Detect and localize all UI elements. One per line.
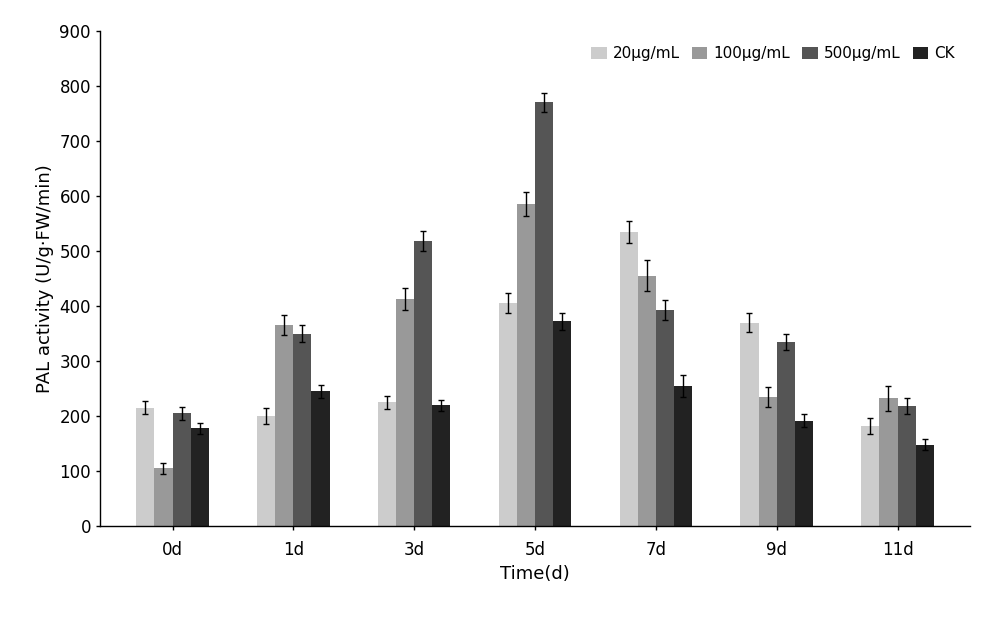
Bar (414, 241, 432, 526)
Bar (777, 342, 795, 526)
Bar (656, 310, 674, 526)
Bar (759, 397, 777, 526)
Bar (861, 426, 879, 526)
Bar (378, 402, 396, 526)
Bar (916, 444, 934, 526)
Bar (638, 276, 656, 526)
Bar (257, 416, 275, 526)
Bar (898, 406, 916, 526)
Bar (499, 303, 517, 526)
Bar (879, 399, 898, 526)
Bar (173, 413, 191, 526)
Bar (154, 469, 173, 526)
X-axis label: Time(d): Time(d) (500, 565, 570, 583)
Bar (311, 391, 330, 526)
Y-axis label: PAL activity (U/g·FW/min): PAL activity (U/g·FW/min) (36, 164, 54, 393)
Legend: 20μg/mL, 100μg/mL, 500μg/mL, CK: 20μg/mL, 100μg/mL, 500μg/mL, CK (584, 38, 962, 69)
Bar (620, 232, 638, 526)
Bar (535, 103, 553, 526)
Bar (136, 408, 154, 526)
Bar (191, 428, 209, 526)
Bar (275, 326, 293, 526)
Bar (517, 204, 535, 526)
Bar (293, 334, 311, 526)
Bar (740, 322, 759, 526)
Bar (674, 386, 692, 526)
Bar (396, 300, 414, 526)
Bar (795, 420, 813, 526)
Bar (553, 321, 571, 526)
Bar (432, 405, 450, 526)
